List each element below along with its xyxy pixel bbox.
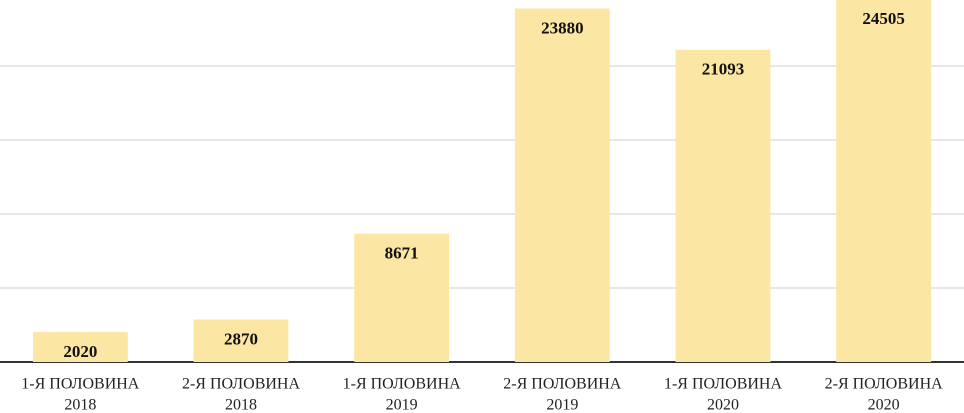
value-label: 23880: [541, 18, 584, 37]
value-label: 2020: [63, 342, 97, 361]
x-tick-label: 2019: [546, 397, 578, 413]
bar: [836, 0, 932, 363]
x-tick-label: 2-Я ПОЛОВИНА: [182, 376, 301, 393]
x-tick-label: 2018: [225, 397, 257, 413]
x-tick-label: 2020: [707, 397, 739, 413]
value-label: 8671: [385, 244, 419, 263]
x-tick-label: 2-Я ПОЛОВИНА: [825, 376, 944, 393]
x-tick-label: 1-Я ПОЛОВИНА: [664, 376, 783, 393]
x-tick-label: 2019: [386, 397, 418, 413]
value-label: 21093: [702, 60, 745, 79]
x-tick-label: 2-Я ПОЛОВИНА: [503, 376, 622, 393]
x-tick-label: 2020: [868, 397, 900, 413]
value-label: 2870: [224, 329, 258, 348]
bar: [514, 8, 610, 363]
x-tick-label: 2018: [64, 397, 96, 413]
x-tick-label: 1-Я ПОЛОВИНА: [21, 376, 140, 393]
bar: [193, 319, 289, 362]
bar: [675, 49, 771, 362]
bar: [32, 332, 128, 362]
x-tick-label: 1-Я ПОЛОВИНА: [343, 376, 462, 393]
value-label: 24505: [862, 9, 905, 28]
bar: [354, 233, 450, 362]
